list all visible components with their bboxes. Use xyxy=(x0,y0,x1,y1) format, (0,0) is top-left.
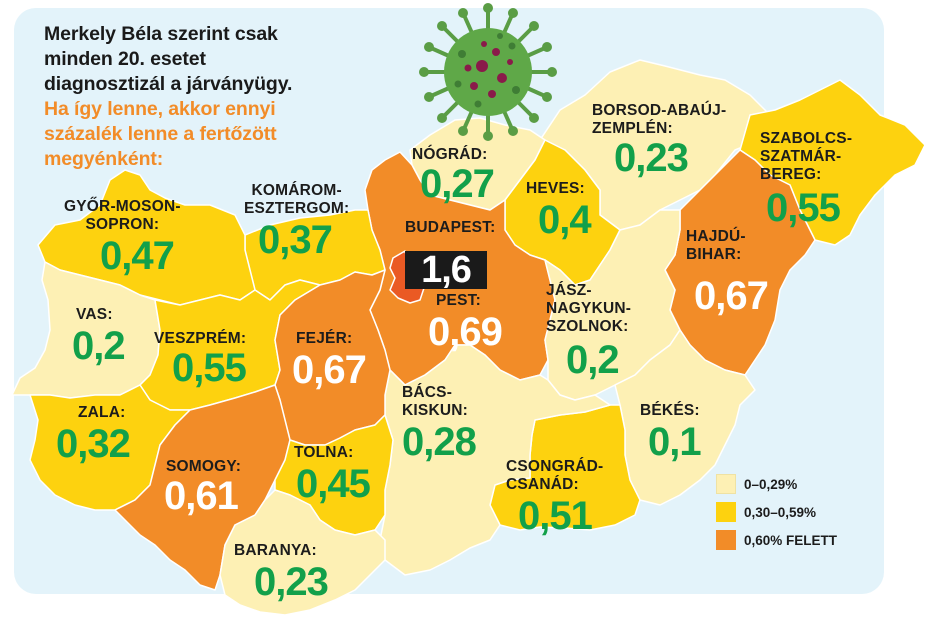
county-value-tolna: 0,45 xyxy=(296,462,371,506)
county-label-heves: HEVES: xyxy=(526,180,585,197)
county-label-szabolcs: SZABOLCS- SZATMÁR- BEREG: xyxy=(760,130,853,183)
county-label-somogy: SOMOGY: xyxy=(166,458,242,475)
headline-line-6: megyénként: xyxy=(44,148,164,170)
county-value-szabolcs: 0,55 xyxy=(766,186,841,230)
legend-label-mid: 0,30–0,59% xyxy=(744,504,817,520)
county-label-fejer: FEJÉR: xyxy=(296,330,353,347)
county-label-bacs: BÁCS- KISKUN: xyxy=(402,384,468,419)
county-value-budapest: 1,6 xyxy=(405,251,487,289)
county-value-nograd: 0,27 xyxy=(420,162,495,206)
county-value-komarom: 0,37 xyxy=(258,218,333,262)
county-baranya[interactable] xyxy=(219,489,386,616)
county-label-zala: ZALA: xyxy=(78,404,126,421)
county-label-baranya: BARANYA: xyxy=(234,542,317,559)
county-value-bekes: 0,1 xyxy=(648,420,702,464)
county-label-pest: PEST: xyxy=(436,292,481,309)
county-jasz[interactable] xyxy=(544,209,681,401)
legend-label-high: 0,60% FELETT xyxy=(744,532,838,548)
map-legend: 0–0,29% 0,30–0,59% 0,60% FELETT xyxy=(716,470,837,554)
county-label-veszprem: VESZPRÉM: xyxy=(154,330,247,347)
legend-label-low: 0–0,29% xyxy=(744,476,798,492)
county-label-nograd: NÓGRÁD: xyxy=(412,146,488,163)
county-value-veszprem: 0,55 xyxy=(172,346,247,390)
headline-line-5: százalék lenne a fertőzött xyxy=(44,123,277,145)
county-bacs-kiskun[interactable] xyxy=(379,344,611,576)
headline-line-1: Merkely Béla szerint csak xyxy=(44,23,278,45)
county-value-baranya: 0,23 xyxy=(254,560,329,604)
county-label-borsod: BORSOD-ABAÚJ- ZEMPLÉN: xyxy=(592,102,727,137)
legend-swatch-mid xyxy=(716,502,736,522)
headline: Merkely Béla szerint csak minden 20. ese… xyxy=(44,22,292,172)
county-label-vas: VAS: xyxy=(76,306,113,323)
county-label-komarom: KOMÁROM- ESZTERGOM: xyxy=(244,182,350,217)
county-value-jasz: 0,2 xyxy=(566,338,620,382)
county-label-csongrad: CSONGRÁD- CSANÁD: xyxy=(506,458,604,493)
legend-item-low: 0–0,29% xyxy=(716,470,837,498)
county-value-pest: 0,69 xyxy=(428,310,503,354)
county-label-budapest: BUDAPEST: xyxy=(405,219,496,236)
county-label-hajdu: HAJDÚ- BIHAR: xyxy=(686,228,746,263)
county-value-heves: 0,4 xyxy=(538,198,592,242)
legend-item-mid: 0,30–0,59% xyxy=(716,498,837,526)
county-value-vas: 0,2 xyxy=(72,324,126,368)
county-label-jasz: JÁSZ- NAGYKUN- SZOLNOK: xyxy=(546,282,632,335)
legend-item-high: 0,60% FELETT xyxy=(716,526,837,554)
county-value-somogy: 0,61 xyxy=(164,474,239,518)
county-value-fejer: 0,67 xyxy=(292,348,367,392)
county-value-bacs: 0,28 xyxy=(402,420,477,464)
county-value-hajdu: 0,67 xyxy=(694,274,769,318)
headline-line-2: minden 20. esetet xyxy=(44,48,206,70)
headline-line-3: diagnosztizál a járványügy. xyxy=(44,73,293,95)
county-label-bekes: BÉKÉS: xyxy=(640,402,700,419)
county-value-gyor: 0,47 xyxy=(100,234,175,278)
county-label-gyor: GYŐR-MOSON- SOPRON: xyxy=(64,198,181,233)
county-value-csongrad: 0,51 xyxy=(518,494,593,538)
legend-swatch-high xyxy=(716,530,736,550)
county-value-zala: 0,32 xyxy=(56,422,131,466)
legend-swatch-low xyxy=(716,474,736,494)
county-label-tolna: TOLNA: xyxy=(294,444,354,461)
virus-icon xyxy=(419,3,557,141)
county-value-borsod: 0,23 xyxy=(614,136,689,180)
headline-line-4: Ha így lenne, akkor ennyi xyxy=(44,98,276,120)
